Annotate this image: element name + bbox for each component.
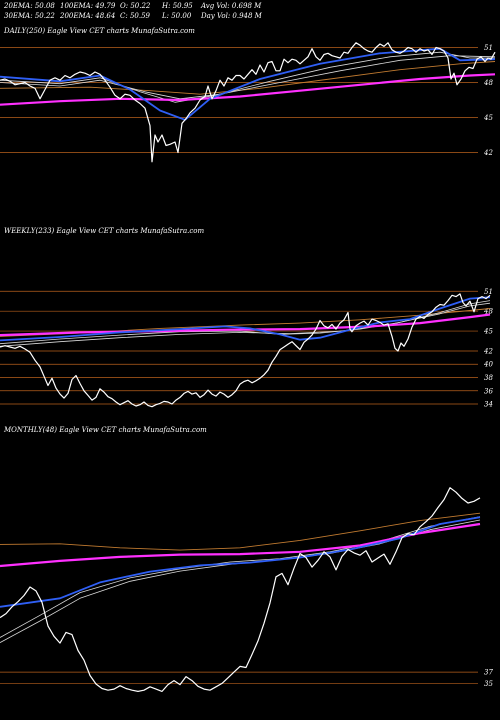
monthly-ema-mid-line [0, 516, 481, 638]
daily-ema-mid-line [0, 55, 496, 100]
monthly-ema-fast-line [0, 516, 481, 608]
weekly-y-tick-label: 48 [483, 308, 493, 316]
weekly-y-tick-label: 51 [484, 288, 493, 296]
header-20ema: 20EMA: 50.08 [4, 2, 55, 10]
monthly-y-tick-label: 35 [484, 680, 493, 688]
daily-y-tick-label: 48 [483, 79, 493, 87]
daily-price-line [0, 42, 496, 163]
header-day-vol: Day Vol: 0.948 M [201, 12, 262, 20]
monthly-price-line [0, 487, 481, 693]
daily-panel: 51 48 45 42 [0, 42, 496, 163]
header-high: H: 50.95 [162, 2, 193, 10]
weekly-y-tick-label: 36 [484, 387, 493, 395]
weekly-y-tick-label: 38 [484, 374, 493, 382]
header-200ema: 200EMA: 48.64 [60, 12, 116, 20]
daily-y-tick-label: 51 [484, 44, 493, 52]
header-avg-vol: Avg Vol: 0.698 M [201, 2, 262, 10]
weekly-ema-slow-line [0, 313, 491, 337]
monthly-panel-title: MONTHLY(48) Eagle View CET charts Munafa… [4, 426, 207, 434]
monthly-ema-slow-line [0, 522, 481, 568]
weekly-ema-mid-line [0, 300, 491, 345]
header-30ema: 30EMA: 50.22 [4, 12, 55, 20]
daily-panel-title: DAILY(250) Eagle View CET charts MunafaS… [4, 27, 195, 35]
weekly-y-tick-label: 42 [483, 347, 493, 355]
weekly-y-tick-label: 34 [484, 401, 493, 409]
weekly-ema-fast-line [0, 296, 491, 342]
weekly-ema-mid-line [0, 302, 491, 347]
weekly-price-line [0, 293, 491, 408]
header-close: C: 50.59 [120, 12, 150, 20]
monthly-y-tick-label: 37 [484, 669, 493, 677]
monthly-ema-long-line [0, 512, 481, 551]
header-low: L: 50.00 [162, 12, 192, 20]
weekly-y-tick-label: 45 [483, 328, 493, 336]
header-100ema: 100EMA: 49.79 [60, 2, 116, 10]
monthly-ema-mid-line [0, 519, 481, 643]
weekly-y-tick-label: 40 [483, 361, 493, 369]
daily-ema-slow-line [0, 73, 496, 106]
weekly-panel-title: WEEKLY(233) Eagle View CET charts Munafa… [4, 227, 205, 235]
weekly-panel: 51 48 45 42 40 38 36 34 [0, 288, 493, 409]
header-open: O: 50.22 [120, 2, 151, 10]
daily-ema-long-line [0, 61, 496, 95]
daily-y-tick-label: 45 [483, 114, 493, 122]
daily-y-tick-label: 42 [483, 149, 493, 157]
